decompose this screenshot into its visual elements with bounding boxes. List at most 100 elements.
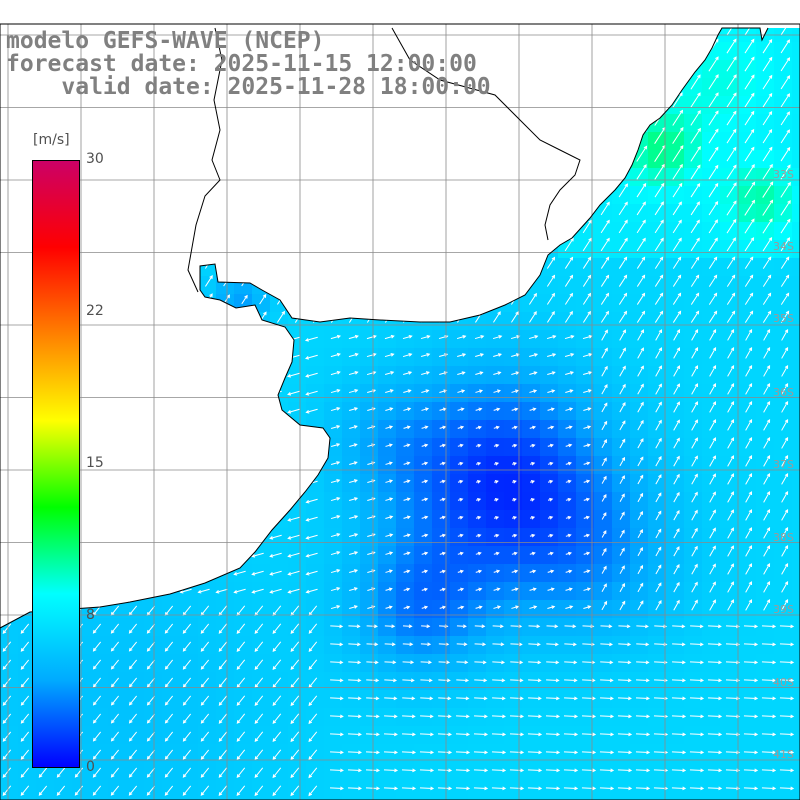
wind-arrow (529, 371, 537, 375)
wind-arrow-head (389, 166, 394, 171)
wind-arrow (276, 239, 285, 251)
wind-arrow-head (335, 310, 340, 315)
wind-arrow (780, 147, 791, 162)
wind-arrow-head (623, 274, 628, 279)
wind-arrow (198, 534, 210, 539)
wind-arrow (96, 113, 106, 125)
wind-arrow (707, 787, 722, 790)
wind-arrow-head (357, 696, 362, 701)
wind-arrow (456, 697, 469, 699)
wind-arrow-head (681, 660, 686, 665)
wind-arrow (254, 785, 264, 796)
wind-arrow-head (287, 463, 292, 468)
wind-arrow-head (786, 93, 791, 98)
wind-arrow (547, 353, 556, 358)
wind-arrow-head (214, 464, 220, 468)
wind-arrow (161, 372, 174, 378)
wind-arrow-head (766, 545, 771, 549)
wind-arrow-head (642, 237, 646, 242)
wind-arrow (546, 311, 555, 323)
lat-label-34s: 34S (773, 240, 794, 253)
wind-arrow-head (272, 774, 277, 779)
wind-arrow-head (335, 148, 340, 153)
wind-arrow-head (767, 310, 772, 315)
wind-arrow (708, 311, 717, 323)
wind-arrow (565, 426, 572, 429)
wind-arrow-head (161, 571, 166, 576)
wind-arrow-head (478, 587, 483, 592)
wind-arrow-head (305, 499, 310, 504)
wind-arrow (582, 661, 595, 663)
wind-arrow-head (388, 461, 393, 466)
wind-arrow-head (586, 479, 591, 484)
wind-arrow (330, 643, 343, 645)
wind-arrow-head (254, 630, 259, 635)
wind-arrow-head (768, 56, 773, 61)
wind-arrow-head (233, 337, 238, 342)
wind-arrow (383, 769, 398, 772)
wind-arrow (306, 462, 318, 467)
wind-arrow-head (513, 551, 518, 556)
wind-arrow (348, 221, 357, 233)
wind-arrow-head (408, 353, 413, 357)
wind-arrow (528, 625, 540, 627)
wind-arrow (780, 129, 790, 144)
wind-arrow (582, 238, 592, 252)
wind-arrow (161, 408, 174, 414)
wind-arrow (689, 769, 704, 772)
wind-arrow (510, 239, 519, 251)
wind-arrow-head (790, 642, 795, 647)
wind-arrow (147, 605, 156, 616)
wind-arrow-head (461, 130, 466, 135)
wind-arrow (546, 257, 555, 269)
wind-arrow (308, 695, 318, 706)
wind-arrow (601, 548, 607, 556)
wind-arrow-head (232, 392, 237, 396)
wind-arrow-head (305, 445, 310, 450)
wind-arrow-head (128, 791, 133, 796)
wind-arrow-head (700, 696, 705, 701)
wind-arrow-head (339, 750, 344, 755)
wind-arrow (492, 113, 502, 125)
wind-arrow (183, 749, 192, 760)
wind-arrow (96, 185, 106, 197)
wind-arrow (218, 677, 228, 688)
wind-arrow (619, 348, 626, 359)
wind-arrow (618, 111, 629, 126)
wind-arrow-head (658, 437, 662, 442)
wind-arrow (132, 311, 141, 323)
wind-arrow-head (335, 292, 340, 297)
wind-arrow (546, 28, 556, 35)
wind-arrow-head (587, 256, 592, 261)
wind-arrow-head (570, 57, 574, 62)
wind-arrow (294, 149, 304, 161)
wind-arrow (385, 552, 393, 555)
wind-arrow-head (89, 500, 94, 504)
wind-arrow-head (0, 589, 4, 594)
wind-arrow-head (376, 750, 381, 755)
wind-arrow (366, 353, 376, 358)
wind-arrow-head (624, 237, 628, 242)
wind-arrow-head (164, 629, 169, 634)
wind-arrow (601, 530, 607, 538)
wind-arrow (618, 643, 631, 645)
wind-arrow-head (570, 75, 574, 80)
wind-arrow (288, 516, 300, 521)
wind-arrow-head (784, 436, 789, 441)
wind-arrow (727, 509, 734, 521)
wind-arrow (204, 131, 214, 143)
wind-arrow (707, 769, 722, 772)
wind-arrow-head (272, 648, 277, 653)
wind-arrow-head (182, 719, 187, 724)
wind-arrow (18, 552, 30, 557)
wind-arrow-head (520, 750, 525, 755)
wind-arrow (201, 749, 210, 760)
wind-arrow (474, 715, 487, 717)
wind-arrow (114, 221, 124, 233)
wind-arrow-head (497, 40, 502, 45)
wind-arrow-head (732, 146, 737, 151)
wind-arrow (654, 183, 665, 198)
wind-arrow (18, 534, 30, 539)
wind-arrow (288, 534, 300, 539)
wind-arrow (455, 733, 470, 735)
